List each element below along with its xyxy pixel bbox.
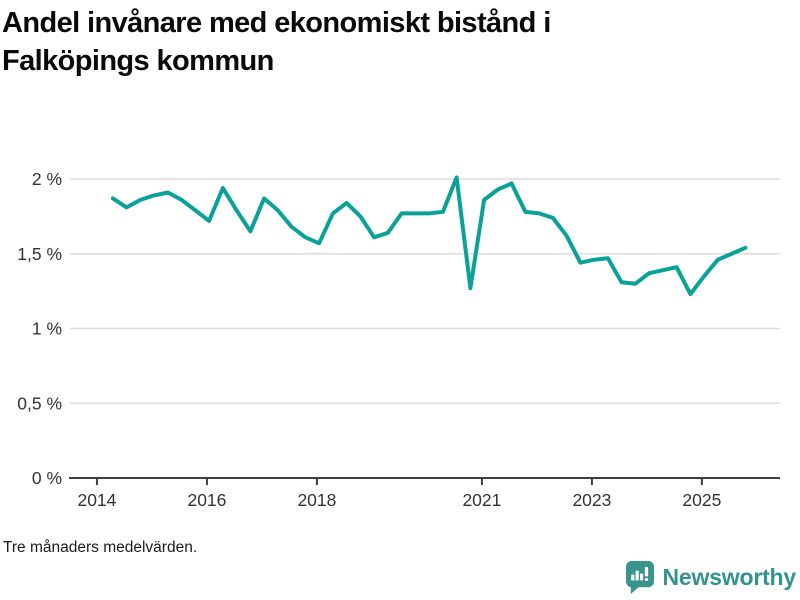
line-chart: 0 %0,5 %1 %1,5 %2 %2014 2016 2018 2021 2023 2… (17, 169, 780, 510)
newsworthy-logo[interactable]: Newsworthy (624, 560, 796, 595)
svg-text:0 %: 0 % (32, 468, 62, 488)
svg-text:2025: 2025 (682, 490, 721, 510)
newsworthy-wordmark: Newsworthy (662, 564, 797, 590)
svg-text:1 %: 1 % (32, 319, 62, 339)
svg-text:2021: 2021 (462, 490, 501, 510)
y-tick-labels: 0 % 0,5 % 1 % 1,5 % 2 % (17, 169, 62, 488)
newsworthy-bar-chart-bubble-icon (625, 561, 654, 594)
x-tick-labels: 2014 2016 2018 2021 2023 2025 (77, 490, 721, 510)
y-gridlines (70, 178, 780, 404)
page-title: Andel invånare med ekonomiskt bistånd i … (2, 4, 551, 80)
svg-text:2 %: 2 % (32, 169, 62, 189)
svg-text:2014: 2014 (77, 490, 116, 510)
svg-text:2023: 2023 (572, 490, 611, 510)
title-line-1: Andel invånare med ekonomiskt bistånd i (2, 7, 551, 39)
x-axis (69, 477, 780, 485)
chart-footnote: Tre månaders medelvärden. (3, 539, 198, 556)
logo-bars (630, 566, 648, 581)
svg-text:1,5 %: 1,5 % (17, 244, 62, 264)
data-series-line (110, 175, 748, 297)
svg-text:2016: 2016 (187, 490, 226, 510)
svg-text:0,5 %: 0,5 % (17, 393, 62, 413)
svg-text:2018: 2018 (297, 490, 336, 510)
title-line-2: Falköpings kommun (2, 45, 274, 77)
